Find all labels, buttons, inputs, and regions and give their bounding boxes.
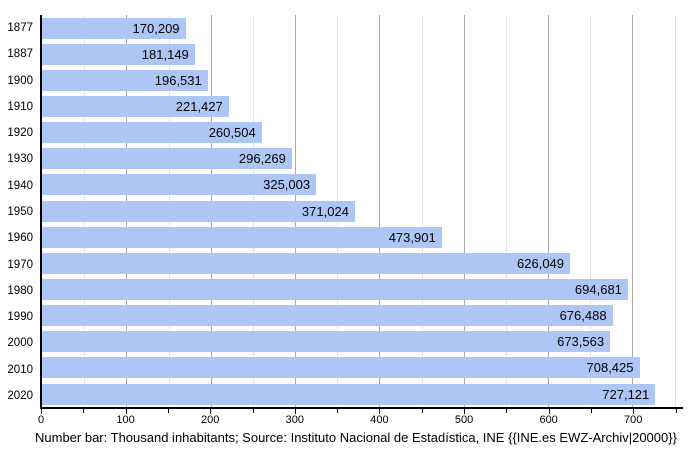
x-tick-label: 400 (370, 414, 389, 426)
bar-row: 196,531 (42, 67, 683, 93)
year-label-1940: 1940 (7, 179, 33, 192)
gridline-minor (674, 15, 676, 407)
year-label-2010: 2010 (7, 363, 33, 376)
bar-row: 626,049 (42, 250, 683, 276)
x-axis-tick-labels: 0 100 200 300 400 500 600 700 (37, 414, 684, 428)
bar-value-label: 196,531 (154, 72, 202, 88)
bar-rows: 170,209 181,149 196,531 221,427 260,504 296,2… (42, 15, 683, 407)
year-label-1920: 1920 (7, 127, 33, 140)
year-label-1910: 1910 (7, 100, 33, 113)
x-tick-minor (421, 409, 423, 413)
bar-value-label: 708,425 (586, 360, 634, 376)
year-label-1980: 1980 (7, 284, 33, 297)
bar-1920: 260,504 (42, 122, 262, 144)
bar-value-label: 673,563 (557, 334, 605, 350)
bar-1970: 626,049 (42, 252, 571, 274)
plot-area: 170,209 181,149 196,531 221,427 260,504 296,2… (40, 15, 683, 409)
bar-row: 694,681 (42, 276, 683, 302)
chart-caption: Number bar: Thousand inhabitants; Source… (35, 430, 677, 445)
bar-value-label: 676,488 (559, 308, 607, 324)
bar-value-label: 626,049 (517, 255, 565, 271)
bar-2010: 708,425 (42, 357, 640, 379)
bar-1980: 694,681 (42, 278, 628, 300)
year-label-1887: 1887 (7, 48, 33, 61)
bar-1990: 676,488 (42, 305, 613, 327)
bar-row: 170,209 (42, 15, 683, 41)
gridline-major (463, 15, 465, 407)
bar-1930: 296,269 (42, 148, 292, 170)
x-tick-minor (506, 409, 508, 413)
gridline-minor (505, 15, 507, 407)
x-tick-minor (83, 409, 85, 413)
x-axis-ticks (41, 409, 684, 415)
x-tick-label: 600 (539, 414, 558, 426)
bar-1960: 473,901 (42, 226, 442, 248)
x-tick-major (379, 409, 381, 414)
bar-1887: 181,149 (42, 43, 195, 65)
bar-value-label: 170,209 (132, 20, 180, 36)
bar-value-label: 181,149 (141, 46, 189, 62)
x-tick-major (464, 409, 466, 414)
bar-1900: 196,531 (42, 69, 208, 91)
bar-value-label: 296,269 (238, 151, 286, 167)
bar-value-label: 727,121 (602, 386, 650, 402)
bar-row: 673,563 (42, 329, 683, 355)
gridline-major (548, 15, 550, 407)
bar-value-label: 260,504 (208, 125, 256, 141)
year-label-2020: 2020 (7, 389, 33, 402)
x-tick-label: 200 (201, 414, 220, 426)
bar-row: 676,488 (42, 303, 683, 329)
x-tick-minor (675, 409, 677, 413)
bar-row: 221,427 (42, 93, 683, 119)
bar-2000: 673,563 (42, 331, 611, 353)
bar-value-label: 371,024 (301, 203, 349, 219)
bar-1950: 371,024 (42, 200, 355, 222)
bar-value-label: 694,681 (574, 281, 622, 297)
x-tick-minor (252, 409, 254, 413)
x-tick-label: 500 (454, 414, 474, 426)
y-axis-labels: 1877 1887 1900 1910 1920 1930 1940 1950 1960 1970… (0, 15, 33, 409)
bar-1877: 170,209 (42, 17, 186, 39)
bar-2020: 727,121 (42, 383, 656, 405)
bar-value-label: 221,427 (175, 98, 223, 114)
year-label-2000: 2000 (7, 337, 33, 350)
gridline-minor (421, 15, 423, 407)
bar-row: 260,504 (42, 120, 683, 146)
x-tick-label: 0 (37, 414, 45, 426)
bar-row: 296,269 (42, 146, 683, 172)
year-label-1877: 1877 (7, 22, 33, 35)
year-label-1990: 1990 (7, 311, 33, 324)
bar-row: 708,425 (42, 355, 683, 381)
x-tick-label: 700 (624, 414, 643, 426)
x-tick-minor (590, 409, 592, 413)
x-tick-major (125, 409, 127, 414)
gridline-minor (590, 15, 592, 407)
bar-row: 325,003 (42, 172, 683, 198)
year-label-1950: 1950 (7, 205, 33, 218)
bar-row: 181,149 (42, 41, 683, 67)
x-tick-label: 300 (285, 414, 304, 426)
bar-1910: 221,427 (42, 95, 229, 117)
x-tick-major (294, 409, 296, 414)
bar-row: 473,901 (42, 224, 683, 250)
bar-row: 727,121 (42, 381, 683, 407)
gridline-major (379, 15, 381, 407)
x-tick-major (41, 409, 42, 414)
bar-value-label: 473,901 (388, 229, 436, 245)
x-tick-major (548, 409, 550, 414)
x-tick-major (210, 409, 212, 414)
x-tick-minor (337, 409, 339, 413)
bar-value-label: 325,003 (263, 177, 311, 193)
bar-1940: 325,003 (42, 174, 317, 196)
x-tick-major (633, 409, 635, 414)
year-label-1960: 1960 (7, 232, 33, 245)
bar-row: 371,024 (42, 198, 683, 224)
x-tick-label: 100 (116, 414, 135, 426)
x-tick-minor (167, 409, 169, 413)
year-label-1930: 1930 (7, 153, 33, 166)
gridline-major (632, 15, 634, 407)
year-label-1970: 1970 (7, 258, 33, 271)
year-label-1900: 1900 (7, 74, 33, 87)
